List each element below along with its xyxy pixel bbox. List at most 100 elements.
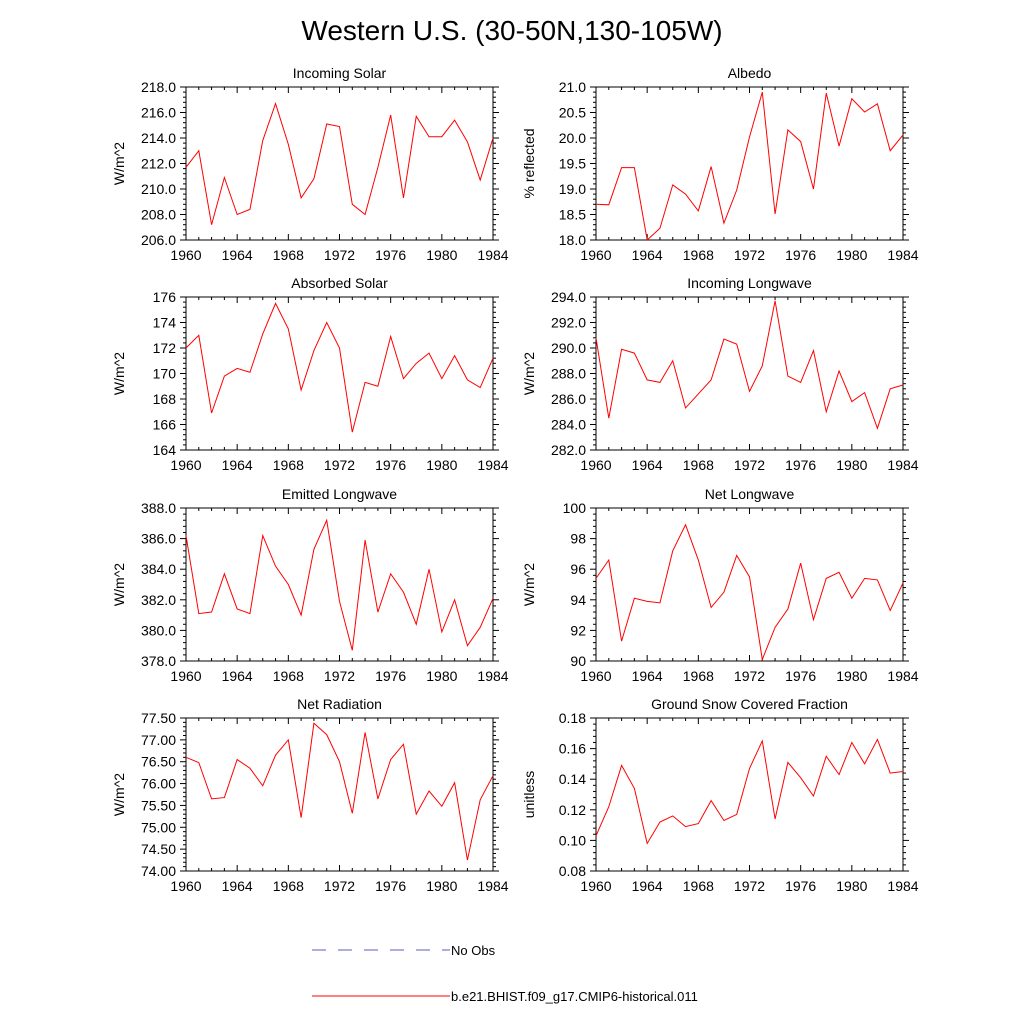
x-tick-label: 1984 [477,878,508,894]
x-tick-label: 1984 [477,457,508,473]
x-tick-label: 1964 [222,247,253,263]
x-tick-label: 1984 [477,247,508,263]
plot-frame [595,717,904,872]
y-tick-label: 384.0 [141,561,176,577]
x-tick-label: 1960 [170,878,201,894]
legend-label-model: b.e21.BHIST.f09_g17.CMIP6-historical.011 [451,989,698,1004]
legend-label-no-obs: No Obs [451,943,496,958]
panel-title: Albedo [728,65,772,81]
y-tick-label: 292.0 [551,315,586,331]
x-tick-label: 1968 [683,457,714,473]
x-tick-label: 1972 [324,878,355,894]
y-tick-label: 172 [153,340,177,356]
panel-incoming-solar: Incoming Solar W/m^2 1960 1964 1968 1972 1976 1… [111,65,509,263]
y-axis-label: unitless [521,771,537,818]
series-line-albedo [595,91,904,241]
panel-title: Net Longwave [705,486,795,502]
y-tick-label: 18.0 [559,232,586,248]
plot-frame [185,86,494,241]
x-tick-label: 1964 [632,457,663,473]
y-tick-label: 96 [570,561,586,577]
x-tick-label: 1976 [375,668,406,684]
x-tick-label: 1976 [375,247,406,263]
y-tick-label: 0.08 [559,863,586,879]
series-line-net-radiation [185,722,494,861]
y-tick-label: 74.00 [141,863,176,879]
y-tick-label: 282.0 [551,442,586,458]
x-tick-label: 1968 [273,457,304,473]
y-tick-label: 218.0 [141,79,176,95]
y-tick-label: 0.18 [559,710,586,726]
y-axis-label: W/m^2 [521,563,537,606]
y-axis-label: W/m^2 [111,142,127,185]
x-tick-label: 1968 [683,668,714,684]
y-tick-label: 212.0 [141,156,176,172]
panel-ground-snow-covered-fraction: Ground Snow Covered Fraction unitless 1960… [521,696,919,894]
x-tick-label: 1968 [273,247,304,263]
y-tick-label: 100 [563,500,587,516]
x-tick-label: 1972 [734,878,765,894]
panel-net-longwave: Net Longwave W/m^2 1960 1964 1968 1972 1976 198… [521,486,919,684]
y-tick-label: 18.5 [559,207,586,223]
y-tick-label: 388.0 [141,500,176,516]
x-tick-label: 1984 [887,247,918,263]
figure-title: Western U.S. (30-50N,130-105W) [301,15,722,46]
x-tick-label: 1960 [170,247,201,263]
y-tick-label: 380.0 [141,622,176,638]
x-tick-label: 1980 [426,457,457,473]
x-tick-label: 1980 [426,668,457,684]
x-tick-label: 1964 [632,878,663,894]
y-tick-label: 20.0 [559,130,586,146]
panel-title: Net Radiation [297,696,382,712]
y-tick-label: 210.0 [141,181,176,197]
y-tick-label: 290.0 [551,340,586,356]
plot-frame [185,717,494,872]
x-tick-label: 1980 [426,878,457,894]
x-tick-label: 1976 [785,878,816,894]
y-tick-label: 170 [153,366,177,382]
y-tick-label: 216.0 [141,105,176,121]
y-tick-label: 288.0 [551,366,586,382]
panel-title: Ground Snow Covered Fraction [651,696,848,712]
panel-incoming-longwave: Incoming Longwave W/m^2 1960 1964 1968 1972 19… [521,275,919,473]
y-tick-label: 21.0 [559,79,586,95]
x-tick-label: 1980 [836,668,867,684]
x-tick-label: 1976 [375,878,406,894]
x-tick-label: 1976 [785,247,816,263]
plot-frame [595,507,904,662]
y-tick-label: 76.00 [141,776,176,792]
panel-net-radiation: Net Radiation W/m^2 1960 1964 1968 1972 1976 19… [111,696,509,894]
x-tick-label: 1968 [273,668,304,684]
x-tick-label: 1980 [836,878,867,894]
plot-frame [185,507,494,662]
legend: No Obs b.e21.BHIST.f09_g17.CMIP6-histori… [312,943,698,1004]
y-tick-label: 98 [570,531,586,547]
y-tick-label: 286.0 [551,391,586,407]
panel-grid: Incoming Solar W/m^2 1960 1964 1968 1972 1976 1… [111,65,919,894]
x-tick-label: 1964 [222,878,253,894]
x-tick-label: 1964 [222,457,253,473]
y-tick-label: 19.5 [559,156,586,172]
x-tick-label: 1964 [632,247,663,263]
y-tick-label: 0.14 [559,771,586,787]
y-tick-label: 174 [153,315,177,331]
x-tick-label: 1960 [170,457,201,473]
plot-frame [185,296,494,451]
x-tick-label: 1960 [170,668,201,684]
y-tick-label: 378.0 [141,653,176,669]
y-axis-label: W/m^2 [111,563,127,606]
x-tick-label: 1972 [324,457,355,473]
y-tick-label: 0.10 [559,832,586,848]
x-tick-label: 1960 [580,247,611,263]
y-tick-label: 77.50 [141,710,176,726]
y-tick-label: 92 [570,622,586,638]
x-tick-label: 1960 [580,878,611,894]
y-tick-label: 386.0 [141,531,176,547]
x-tick-label: 1972 [324,247,355,263]
y-tick-label: 75.00 [141,819,176,835]
y-tick-label: 176 [153,289,177,305]
x-tick-label: 1984 [887,878,918,894]
y-tick-label: 208.0 [141,207,176,223]
panel-emitted-longwave: Emitted Longwave W/m^2 1960 1964 1968 1972 197… [111,486,509,684]
